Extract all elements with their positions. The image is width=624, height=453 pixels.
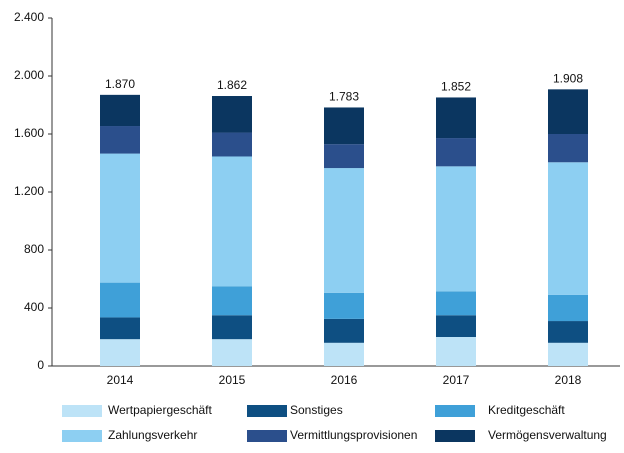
x-tick-label: 2018 [555,373,582,387]
y-tick-label: 1.600 [14,126,44,140]
bar-segment [548,321,588,343]
bar-segment [548,294,588,322]
y-tick-label: 400 [24,300,44,314]
bar-segment [324,318,364,343]
bar-segment [436,315,476,337]
legend-label: Kreditgeschäft [488,403,565,417]
legend-swatch [435,405,475,417]
total-label: 1.852 [441,80,471,94]
legend-label: Wertpapiergeschäft [108,403,213,417]
bar-segment [436,337,476,366]
bar-segment [548,134,588,163]
bar-segment [100,339,140,366]
bar-segment [548,342,588,366]
legend-label: Vermittlungsprovisionen [290,428,417,442]
legend-label: Sonstiges [290,403,343,417]
total-label: 1.908 [553,72,583,86]
bar-segment [100,282,140,318]
y-tick-label: 800 [24,242,44,256]
bar-segment [324,144,364,169]
x-tick-label: 2015 [219,373,246,387]
legend-swatch [247,430,287,442]
bar-segment [324,342,364,366]
total-label: 1.870 [105,77,135,91]
bar-segment [436,138,476,167]
legend-label: Zahlungsverkehr [108,428,197,442]
legend-swatch [62,405,102,417]
bar-segment [100,153,140,283]
bar-segment [324,107,364,145]
x-tick-label: 2014 [107,373,134,387]
x-tick-label: 2017 [443,373,470,387]
legend-swatch [435,430,475,442]
bar-segment [324,292,364,319]
legend-label: Vermögensverwaltung [488,428,607,442]
legend-swatch [62,430,102,442]
bar-segment [548,162,588,295]
bar-segment [100,126,140,154]
y-tick-label: 1.200 [14,184,44,198]
x-tick-label: 2016 [331,373,358,387]
bar-segment [436,291,476,316]
bar-segment [212,315,252,340]
bar-segment [100,317,140,340]
bar-segment [212,339,252,366]
total-label: 1.862 [217,78,247,92]
bar-segment [436,166,476,292]
bar-segment [212,286,252,316]
y-tick-label: 2.400 [14,10,44,24]
y-tick-label: 0 [37,358,44,372]
legend-swatch [247,405,287,417]
bar-segment [324,168,364,293]
bar-segment [212,132,252,157]
bar-segment [548,89,588,134]
total-label: 1.783 [329,90,359,104]
bar-segment [436,97,476,139]
bar-segment [212,156,252,287]
y-tick-label: 2.000 [14,68,44,82]
bar-segment [212,96,252,133]
bar-segment [100,94,140,127]
